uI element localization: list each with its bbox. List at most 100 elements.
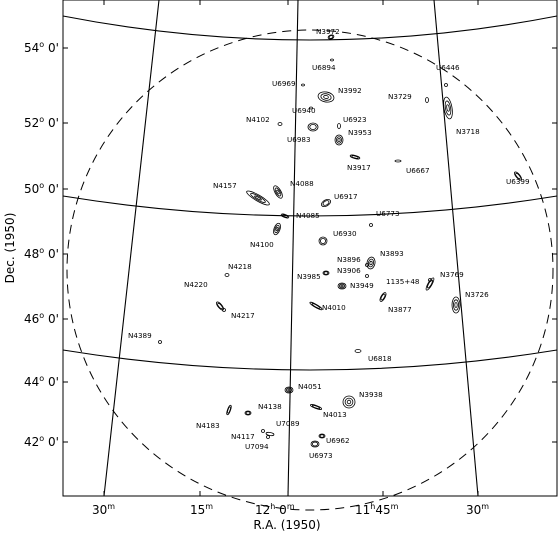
contour-ring [309, 404, 323, 410]
contour-ring [246, 190, 270, 206]
field-circle [66, 29, 554, 511]
galaxy-contours [158, 34, 522, 448]
contour-ring [274, 187, 282, 197]
grid-ra-left-line [103, 0, 160, 497]
contour-ring [311, 404, 321, 410]
galaxy-label-n3769: N3769 [440, 270, 464, 279]
contour-ring [227, 406, 231, 414]
galaxy-label-n3917: N3917 [347, 163, 371, 172]
contour-u6930 [318, 236, 328, 246]
contour-ring [323, 95, 329, 99]
contour-ring [365, 274, 369, 278]
galaxy-label-u6969: U6969 [272, 79, 296, 88]
contour-ring [276, 189, 280, 195]
galaxy-label-n4013: N4013 [323, 410, 347, 419]
contour-ring [274, 224, 280, 234]
contour-ring [158, 340, 162, 344]
contour-ring [273, 222, 281, 236]
contour-ring [337, 282, 347, 290]
contour-ring [266, 435, 270, 439]
galaxy-label-n4218: N4218 [228, 262, 252, 271]
contour-ring [261, 429, 265, 433]
axis-tick-labels: 42o 0' 44o 0' 46o 0' 48o 0' 50o 0' 52o 0' 54o … [24, 40, 489, 517]
contour-ring [365, 263, 369, 267]
contour-n3893 [366, 256, 376, 270]
galaxy-label-n3718: N3718 [456, 127, 480, 136]
galaxy-label-n3985: N3985 [297, 272, 321, 281]
contour-ring [217, 302, 223, 310]
galaxy-label-1135-48: 1135+48 [386, 277, 420, 286]
contour-ring [216, 301, 224, 311]
y-tick-label: 50o 0' [24, 181, 59, 196]
contour-ring [309, 106, 313, 110]
galaxy-label-n3906: N3906 [337, 266, 361, 275]
contour-n4157 [246, 190, 270, 206]
grid-ra-meridian-line [287, 0, 299, 497]
contour-n4100 [273, 222, 281, 236]
contour-ring [328, 35, 334, 39]
contour-ring [336, 136, 342, 144]
contour-ring [312, 441, 318, 447]
galaxy-label-n4088: N4088 [290, 179, 314, 188]
contour-ring [334, 134, 344, 146]
grid-dec-54-line [62, 15, 558, 41]
contour-n3769 [428, 278, 432, 282]
contour-n4085 [280, 213, 290, 219]
contour-ring [342, 395, 356, 409]
galaxy-label-u6667: U6667 [406, 166, 430, 175]
galaxy-label-u7089: U7089 [276, 419, 300, 428]
galaxy-label-u6940: U6940 [292, 106, 316, 115]
contour-n3938 [342, 395, 356, 409]
y-tick-label: 54o 0' [24, 40, 59, 55]
contour-ring [369, 260, 373, 266]
contour-ring [226, 404, 232, 416]
contour-ring [287, 388, 291, 392]
contour-n4389 [158, 340, 162, 344]
contour-ring [453, 299, 459, 311]
contour-n3949 [337, 282, 347, 290]
contour-ring [307, 122, 319, 132]
contour-n3992 [317, 91, 335, 103]
contour-ring [444, 100, 452, 116]
galaxy-label-u6399: U6399 [506, 177, 530, 186]
contour-u7089 [265, 431, 275, 437]
contour-ring [323, 271, 329, 275]
contour-n4220 [216, 301, 224, 311]
contour-n3972 [327, 34, 335, 40]
x-tick-label: 30m [466, 502, 489, 517]
contour-u6818 [354, 349, 362, 353]
contour-ring [425, 97, 429, 103]
galaxy-labels: N3972 U6894 U6969 N3992 U6446 N3729 U6940 N4102… [128, 27, 530, 460]
contour-ring [275, 226, 279, 232]
contour-u6923 [337, 123, 341, 129]
contour-ring [310, 440, 320, 448]
contour-ring [318, 433, 326, 439]
contour-ring [286, 387, 292, 393]
galaxy-label-u6923: U6923 [343, 115, 367, 124]
galaxy-label-n4085: N4085 [296, 211, 320, 220]
contour-u6983 [307, 122, 319, 132]
contour-n3985 [322, 270, 330, 276]
plot-frame [62, 0, 558, 497]
y-tick-label: 44o 0' [24, 374, 59, 389]
contour-ring [273, 185, 283, 199]
galaxy-label-u6983: U6983 [287, 135, 311, 144]
contour-ring [320, 93, 332, 101]
galaxy-label-n3992: N3992 [338, 86, 362, 95]
contour-ring [280, 213, 290, 219]
contour-ring [327, 34, 335, 40]
contour-ring [367, 258, 375, 268]
contour-ring [446, 104, 450, 112]
contour-u6894 [330, 58, 334, 62]
contour-n3906 [365, 274, 369, 278]
contour-n3726 [451, 296, 461, 314]
contour-ring [394, 159, 402, 163]
contour-ring [322, 200, 330, 206]
y-axis-title: Dec. (1950) [3, 213, 17, 284]
contour-ring [346, 399, 352, 405]
contour-n4217 [222, 308, 226, 312]
y-tick-label: 48o 0' [24, 246, 59, 261]
galaxy-label-u7094: U7094 [245, 442, 269, 451]
galaxy-label-n3729: N3729 [388, 92, 412, 101]
contour-ring [245, 411, 251, 415]
